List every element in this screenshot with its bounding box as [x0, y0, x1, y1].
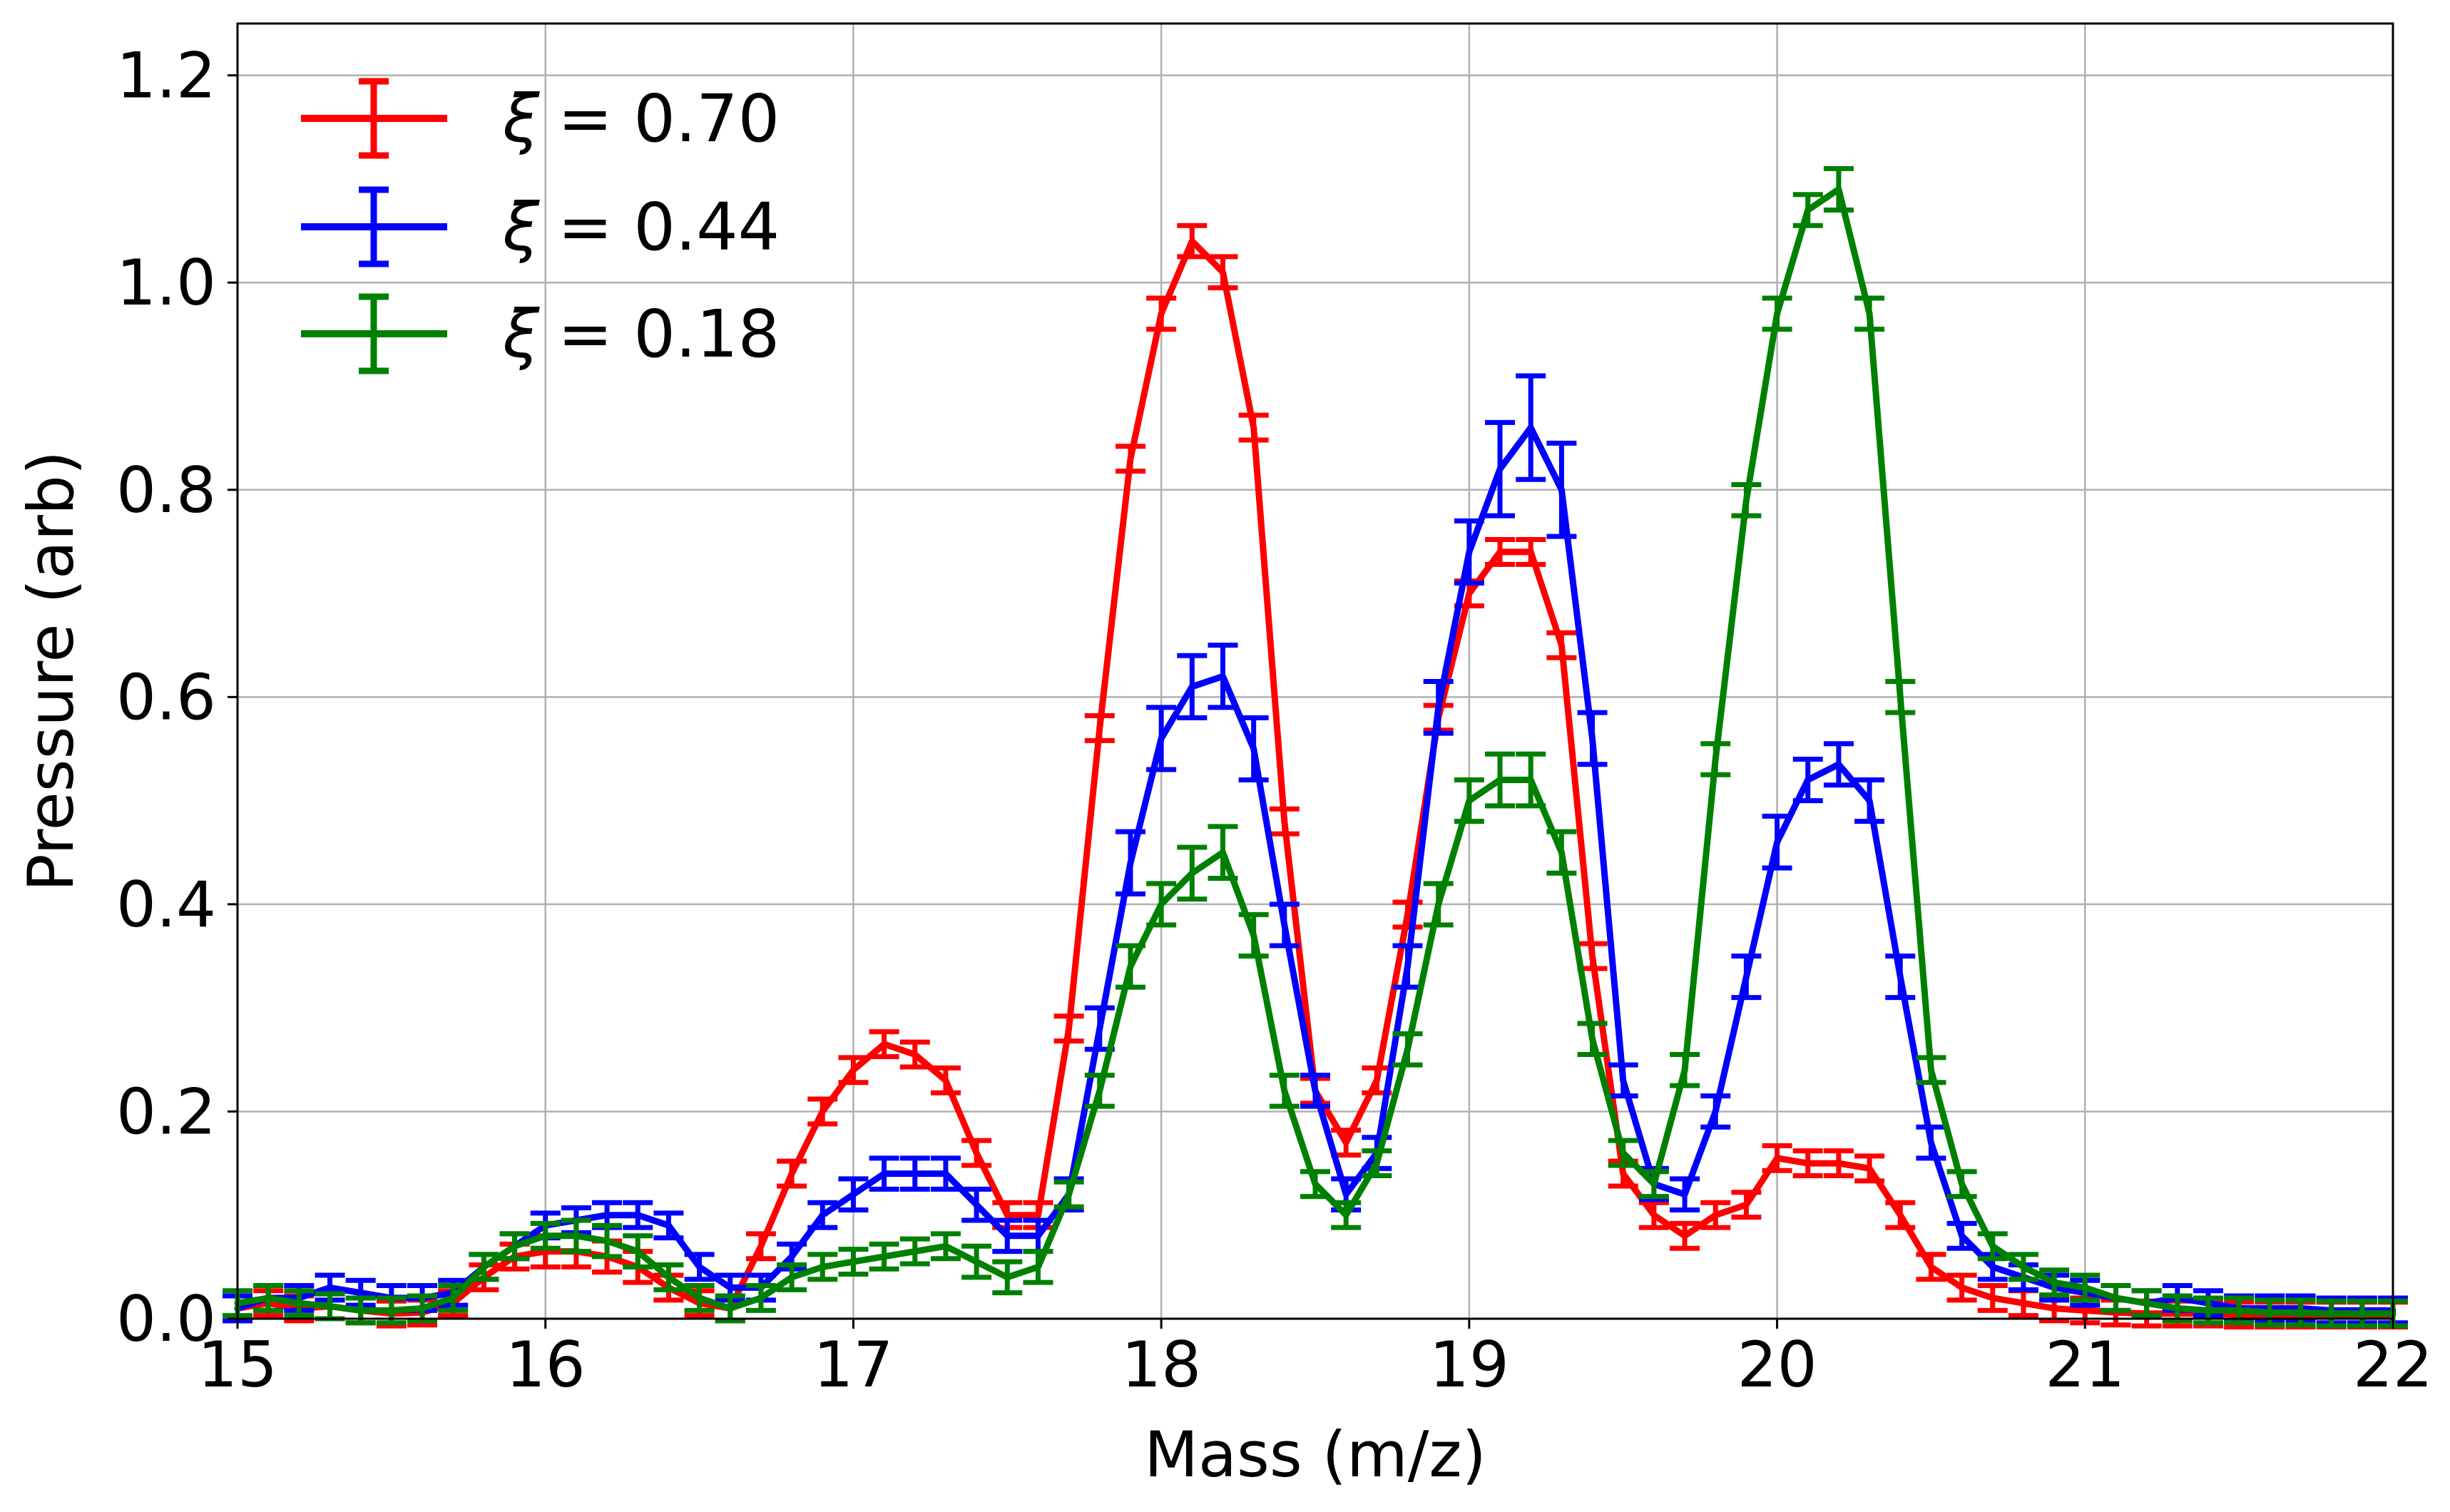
x-tick-label: 22	[2353, 1328, 2433, 1401]
y-tick-label: 0.4	[116, 868, 216, 941]
legend-item-2: ξ = 0.44	[301, 186, 780, 267]
x-tick-label: 16	[506, 1328, 586, 1401]
x-axis-label: Mass (m/z)	[1144, 1418, 1486, 1491]
legend-label: = 0.44	[558, 189, 780, 265]
y-tick-label: 0.2	[116, 1075, 216, 1148]
series-line	[234, 185, 2397, 1317]
x-tick-label: 21	[2045, 1328, 2125, 1401]
y-axis-label: Pressure (arb)	[14, 451, 88, 892]
legend-symbol: ξ	[502, 296, 540, 372]
legend-symbol: ξ	[502, 81, 540, 157]
y-tick-label: 1.2	[116, 39, 216, 113]
axis-ticks: 15 16 17 18 19 20 21 22 0.0 0.2 0.4 0.6 0.8 1.0 1.2	[116, 39, 2433, 1401]
y-tick-label: 0.0	[116, 1282, 216, 1356]
legend-item-1: ξ = 0.70	[301, 78, 780, 159]
series-3	[223, 165, 2408, 1329]
series-layer	[223, 165, 2408, 1330]
legend-symbol: ξ	[502, 189, 540, 265]
x-tick-label: 15	[198, 1328, 277, 1401]
x-tick-label: 19	[1429, 1328, 1509, 1401]
x-tick-label: 18	[1121, 1328, 1201, 1401]
x-tick-label: 17	[813, 1328, 893, 1401]
y-tick-label: 0.6	[116, 660, 216, 734]
y-tick-label: 0.8	[116, 454, 216, 527]
y-tick-label: 1.0	[116, 246, 216, 320]
legend-label: = 0.70	[558, 81, 780, 157]
legend-label: = 0.18	[558, 296, 780, 372]
legend: ξ = 0.70ξ = 0.44ξ = 0.18	[301, 78, 780, 374]
legend-item-3: ξ = 0.18	[301, 293, 780, 374]
plot-frame	[236, 22, 2394, 1320]
x-tick-label: 20	[1737, 1328, 1817, 1401]
